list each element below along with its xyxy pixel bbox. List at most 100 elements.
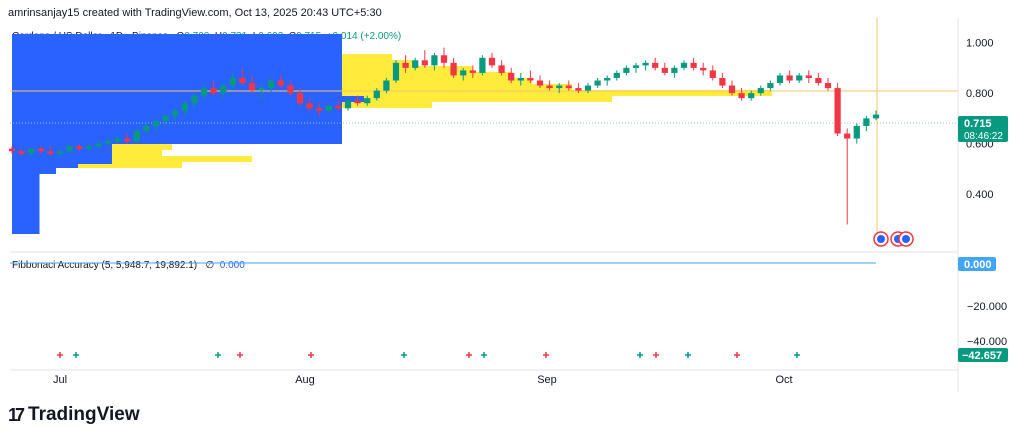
- event-icons[interactable]: [873, 231, 914, 247]
- candle-body: [680, 62, 688, 68]
- vp-bar-yellow: [12, 96, 612, 102]
- vp-bar-blue: [12, 114, 177, 120]
- candle-body: [450, 62, 457, 76]
- vp-bar-blue: [12, 192, 40, 198]
- candle-body: [200, 88, 208, 96]
- candle-body: [335, 105, 342, 109]
- price-tick-label: 0.600: [966, 139, 994, 151]
- vp-bar-yellow: [12, 222, 37, 228]
- price-tick-label: 1.000: [966, 38, 994, 50]
- candle-body: [191, 95, 198, 104]
- candle-body: [306, 103, 313, 109]
- vp-bar-yellow: [12, 174, 37, 180]
- close-value: 0.715: [296, 31, 322, 42]
- vp-bar-yellow: [12, 108, 342, 114]
- fib-indicator-label: Fibbonaci Accuracy (5, 5,948.7, 19,892.1…: [12, 260, 198, 271]
- symbol-legend[interactable]: Cardano / US Dollar · 1D · Binance O0.70…: [12, 31, 401, 42]
- candle-body: [738, 93, 745, 99]
- candle-body: [719, 77, 726, 86]
- tradingview-logo[interactable]: 17 TradingView: [8, 404, 140, 426]
- vpvr-indicator-label[interactable]: VPVR (75, 100, S_UD"): [12, 45, 118, 56]
- vp-bar-yellow: [12, 150, 162, 156]
- candle-body: [623, 67, 630, 73]
- candle-body: [143, 125, 150, 131]
- us-flag-icon-2[interactable]: [890, 231, 906, 247]
- candle-body: [258, 88, 265, 91]
- candle-body: [728, 85, 736, 94]
- candle-body: [66, 146, 73, 152]
- candle-body: [325, 105, 332, 111]
- candle-body: [383, 80, 390, 91]
- vp-bar-blue: [12, 186, 40, 192]
- candle-body: [229, 77, 236, 86]
- vp-bar-yellow: [12, 60, 412, 66]
- candle-body: [479, 57, 486, 73]
- vp-bar-blue: [12, 162, 78, 168]
- candle-body: [210, 88, 217, 94]
- vp-bar-blue: [12, 132, 133, 138]
- candle-body: [652, 62, 659, 68]
- us-flag-icon-1[interactable]: [873, 231, 889, 247]
- vp-bar-blue: [12, 156, 100, 162]
- candle-body: [508, 72, 515, 81]
- candle-body: [296, 93, 304, 104]
- fib-value: 0.000: [219, 260, 245, 271]
- attribution-text: amrinsanjay15 created with TradingView.c…: [8, 7, 382, 19]
- symbol-name: Cardano / US Dollar · 1D · Binance: [12, 31, 169, 42]
- countdown-text: 08:46:22: [964, 131, 1003, 142]
- candle-body: [28, 148, 35, 154]
- candle-body: [239, 77, 246, 84]
- vp-bar-blue: [12, 60, 100, 66]
- flag-center-icon-3: [902, 235, 910, 243]
- candle-body: [220, 85, 227, 94]
- candle-body: [316, 108, 323, 111]
- vp-bar-yellow: [12, 114, 312, 120]
- candle-body: [354, 100, 361, 104]
- candle-body: [767, 83, 774, 89]
- candle-body: [412, 60, 419, 68]
- vp-bar-yellow: [12, 228, 37, 234]
- vp-bar-yellow: [12, 210, 37, 216]
- candle-body: [469, 70, 476, 73]
- candle-body: [834, 88, 841, 134]
- candle-body: [114, 138, 121, 142]
- fib-indicator-legend[interactable]: Fibbonaci Accuracy (5, 5,948.7, 19,892.1…: [12, 260, 245, 271]
- low-value: 0.693: [258, 31, 284, 42]
- vp-bar-yellow: [12, 186, 37, 192]
- vp-bar-yellow: [12, 156, 252, 162]
- vp-bar-blue: [12, 228, 40, 234]
- price-axis[interactable]: 1.000 0.800 0.600 0.400: [966, 38, 994, 202]
- candle-body: [556, 85, 563, 89]
- vp-bar-yellow: [12, 168, 52, 174]
- us-flag-icon-3[interactable]: [898, 231, 914, 247]
- volume-profile: [12, 34, 772, 234]
- candle-body: [488, 57, 496, 66]
- candle-body: [56, 151, 64, 154]
- price-tick-label: 0.800: [966, 88, 994, 100]
- time-tick-label: Oct: [775, 374, 792, 386]
- candle-body: [76, 146, 83, 149]
- vp-bar-yellow: [12, 204, 37, 210]
- candle-body: [95, 143, 102, 147]
- candle-body: [104, 141, 112, 144]
- candle-body: [344, 100, 352, 109]
- vp-bar-blue: [12, 216, 40, 222]
- candle-body: [181, 103, 188, 111]
- vp-bar-blue: [12, 72, 177, 78]
- candle-body: [690, 62, 697, 68]
- vp-block-blue-2: [12, 144, 112, 164]
- vp-bar-blue: [12, 96, 364, 102]
- time-tick-label: Aug: [295, 374, 315, 386]
- price-tick-label: 0.400: [966, 189, 994, 201]
- candle-body: [709, 70, 716, 78]
- vp-bar-yellow: [12, 90, 772, 96]
- time-axis[interactable]: Jul Aug Sep Oct: [53, 374, 793, 386]
- osc-tick-2: −40.000: [967, 336, 1007, 348]
- candle-body: [661, 67, 668, 73]
- vp-bar-yellow: [12, 126, 252, 132]
- candle-body: [844, 133, 851, 139]
- candle-body: [700, 67, 707, 71]
- candle-body: [431, 55, 438, 66]
- vp-bar-yellow: [12, 138, 192, 144]
- osc-bottom-badge-text: −42.657: [962, 350, 1002, 362]
